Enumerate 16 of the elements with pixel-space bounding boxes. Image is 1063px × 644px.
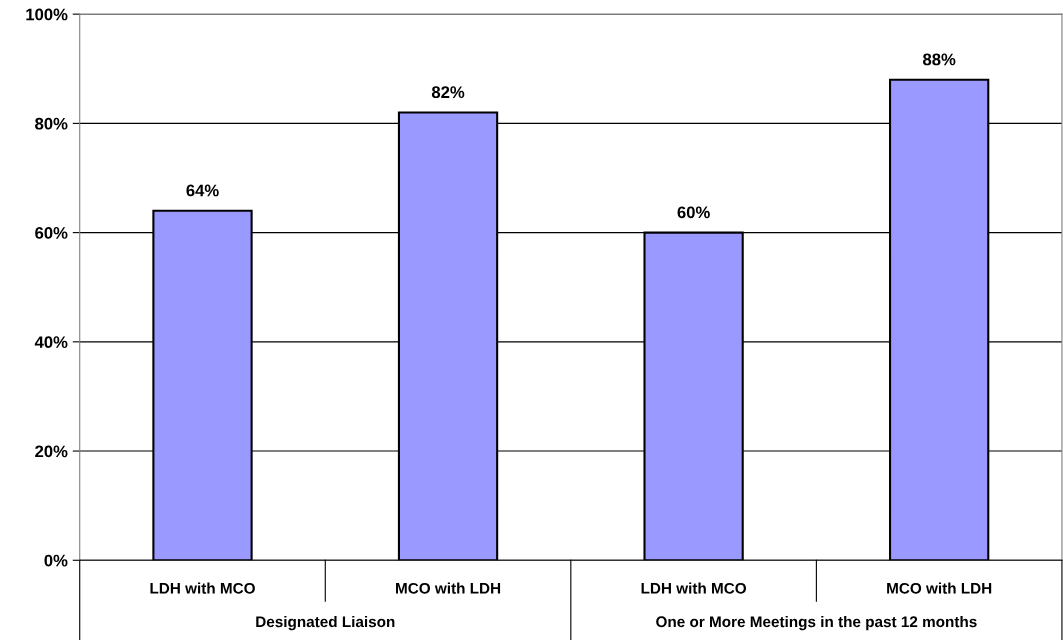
- y-tick-label: 20%: [35, 445, 68, 458]
- y-tick-label: 60%: [35, 227, 68, 239]
- x-tick-label: LDH with MCO: [150, 582, 255, 594]
- x-tick-label: MCO with LDH: [396, 582, 501, 594]
- data-label: 82%: [431, 86, 465, 99]
- y-tick-label: 0%: [44, 554, 68, 567]
- y-tick-label: 40%: [34, 336, 68, 349]
- y-tick-label: 80%: [35, 117, 68, 130]
- data-label: 88%: [923, 53, 956, 66]
- data-label: 64%: [186, 184, 219, 197]
- text: Designated Liaison: [256, 615, 395, 631]
- text: One or More Meetings in the past 12 months: [656, 615, 977, 631]
- x-tick-label: LDH with MCO: [641, 582, 747, 594]
- y-tick-label: 100%: [26, 8, 68, 21]
- data-label: 60%: [677, 206, 710, 219]
- x-tick-label: MCO with LDH: [887, 582, 992, 594]
